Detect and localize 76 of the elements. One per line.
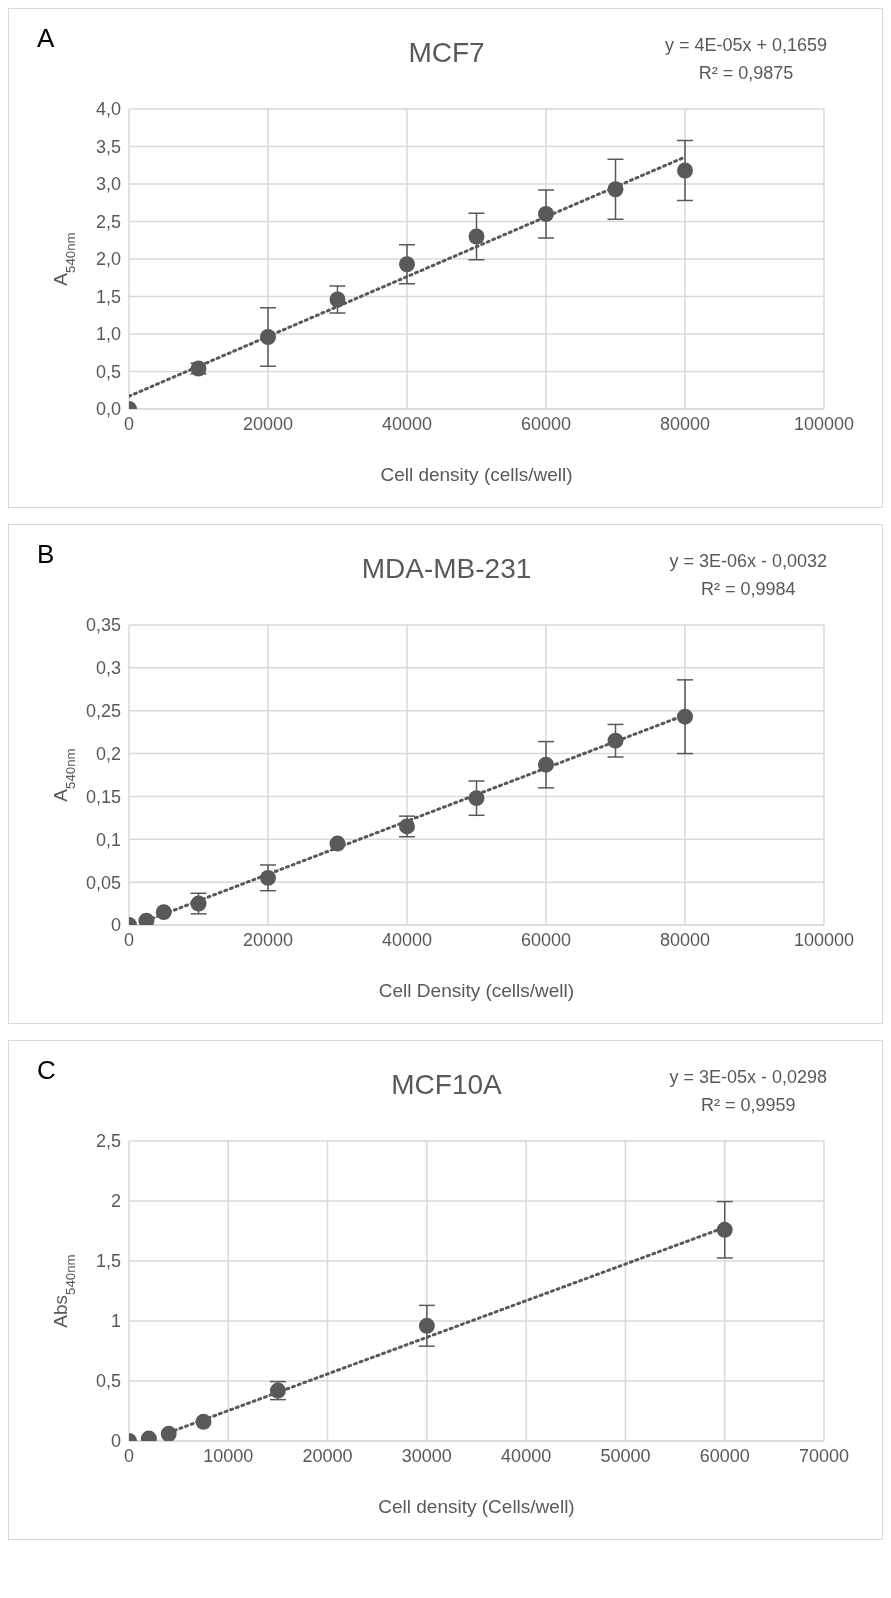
y-tick-label: 2 xyxy=(110,1191,121,1212)
y-tick-label: 0,05 xyxy=(85,872,121,893)
text: y = 4E-05x + 0,1659 xyxy=(664,34,827,57)
x-tick-label: 100000 xyxy=(793,929,855,950)
chart-title: MDA-MB-231 xyxy=(361,553,532,584)
x-axis-title: Cell density (cells/well) xyxy=(380,464,573,485)
point xyxy=(195,1413,212,1430)
x-tick-label: 60000 xyxy=(520,929,572,950)
y-tick-label: 0 xyxy=(110,1431,121,1452)
point xyxy=(677,708,693,725)
y-tick-label: 0,35 xyxy=(85,615,121,636)
text: B xyxy=(37,539,55,570)
point xyxy=(329,291,346,308)
y-tick-label: 3,0 xyxy=(95,174,121,195)
x-tick-label: 60000 xyxy=(699,1445,750,1466)
y-tick-label: 0,5 xyxy=(95,361,121,382)
point xyxy=(538,756,554,773)
text: y = 3E-06x - 0,0032 xyxy=(669,550,827,573)
point xyxy=(399,256,415,273)
y-tick-label: 0,2 xyxy=(95,743,121,764)
point xyxy=(329,835,346,852)
point xyxy=(155,904,172,921)
y-tick-label: 1 xyxy=(110,1311,121,1332)
y-tick-label: 0,3 xyxy=(95,658,121,679)
point xyxy=(538,206,554,222)
point xyxy=(260,869,276,886)
x-axis-title: Cell density (Cells/well) xyxy=(378,1496,575,1517)
y-tick-label: 1,5 xyxy=(95,286,121,307)
x-axis-title: Cell Density (cells/well) xyxy=(378,980,575,1001)
y-tick-label: 2,0 xyxy=(95,249,121,270)
y-tick-label: 2,5 xyxy=(95,211,121,232)
y-tick-label: 0,1 xyxy=(95,829,121,850)
x-tick-label: 80000 xyxy=(659,929,711,950)
y-tick-label: 0,25 xyxy=(85,701,121,722)
point xyxy=(468,228,485,245)
x-tick-label: 100000 xyxy=(793,413,855,434)
text: A xyxy=(37,23,55,54)
x-tick-label: 50000 xyxy=(600,1445,651,1466)
chart-title: MCF10A xyxy=(391,1069,502,1100)
point xyxy=(160,1425,177,1441)
x-tick-label: 0 xyxy=(123,413,135,434)
point xyxy=(677,162,693,179)
x-tick-label: 70000 xyxy=(798,1445,850,1466)
text: y = 3E-05x - 0,0298 xyxy=(669,1066,827,1089)
text: C xyxy=(37,1055,56,1086)
y-tick-label: 0 xyxy=(110,915,121,936)
y-tick-label: 0,15 xyxy=(85,786,121,807)
x-tick-label: 20000 xyxy=(302,1445,353,1466)
x-tick-label: 0 xyxy=(123,1445,135,1466)
text: R² = 0,9984 xyxy=(699,578,797,601)
y-tick-label: 0,5 xyxy=(95,1371,121,1392)
y-tick-label: 0,0 xyxy=(95,399,121,420)
x-tick-label: 0 xyxy=(123,929,135,950)
text: R² = 0,9959 xyxy=(699,1094,797,1117)
y-tick-label: 2,5 xyxy=(95,1131,121,1152)
x-tick-label: 60000 xyxy=(520,413,572,434)
y-tick-label: 4,0 xyxy=(95,99,121,120)
point xyxy=(260,329,276,345)
point xyxy=(468,790,485,807)
x-tick-label: 80000 xyxy=(659,413,711,434)
x-tick-label: 20000 xyxy=(242,929,294,950)
chart-title: MCF7 xyxy=(408,37,485,68)
x-tick-label: 40000 xyxy=(381,413,433,434)
text: R² = 0,9875 xyxy=(697,62,795,85)
y-tick-label: 1,5 xyxy=(95,1251,121,1272)
y-tick-label: 3,5 xyxy=(95,136,121,157)
y-tick-label: 1,0 xyxy=(95,324,121,345)
point xyxy=(418,1317,435,1334)
point xyxy=(716,1221,733,1238)
point xyxy=(607,181,624,198)
x-tick-label: 10000 xyxy=(203,1445,254,1466)
x-tick-label: 40000 xyxy=(381,929,433,950)
x-tick-label: 30000 xyxy=(401,1445,452,1466)
x-tick-label: 40000 xyxy=(501,1445,552,1466)
point xyxy=(607,732,624,749)
x-tick-label: 20000 xyxy=(242,413,294,434)
